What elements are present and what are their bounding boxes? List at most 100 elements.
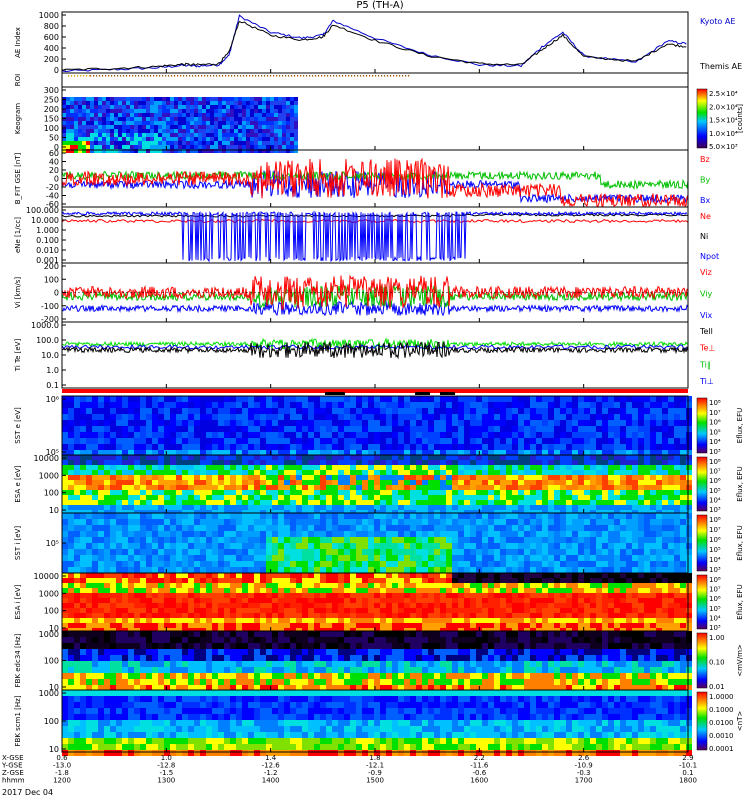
esa_e-cell <box>224 495 230 500</box>
esa_e-cell <box>92 505 98 510</box>
esa_e-cell <box>602 465 608 470</box>
esa_i-cell <box>92 583 98 588</box>
esa_e-cell <box>110 475 116 480</box>
esa_e-cell <box>548 500 554 505</box>
esa_e-cell <box>170 460 176 465</box>
sst_i-cell <box>212 519 218 525</box>
keogram-cell <box>270 97 274 101</box>
roi-mark <box>369 75 371 77</box>
esa_e-cell <box>86 455 92 460</box>
sst_e-cell <box>668 450 674 456</box>
sst_e-cell <box>518 408 524 414</box>
esa_e-cell <box>488 465 494 470</box>
esa_i-cell <box>236 618 242 623</box>
esa_e-cell <box>272 505 278 510</box>
sst_e-cell <box>464 444 470 450</box>
sst_i-cell <box>572 537 578 543</box>
sst_i-cell <box>290 531 296 537</box>
keogram-cell <box>198 113 202 117</box>
sst_i-cell <box>434 513 440 519</box>
keogram-cell <box>226 113 230 117</box>
esa_e-cell <box>368 465 374 470</box>
sst_e-cell <box>656 396 662 402</box>
keogram-cell <box>282 117 286 121</box>
sst_e-cell <box>650 408 656 414</box>
sst_e-cell <box>536 396 542 402</box>
keogram-cell <box>94 117 98 121</box>
sst_e-cell <box>242 396 248 402</box>
sst_e-cell <box>332 420 338 426</box>
sst_i-cell <box>470 555 476 561</box>
esa_e-cell <box>338 470 344 475</box>
keogram-cell <box>262 137 266 141</box>
esa_e-cell <box>218 475 224 480</box>
esa_e-cell <box>464 475 470 480</box>
sst_e-cell <box>536 426 542 432</box>
keogram-cell <box>190 117 194 121</box>
sst_e-cell <box>548 396 554 402</box>
sst_e-cell <box>188 414 194 420</box>
esa_e-cell <box>422 490 428 495</box>
esa_i-cell <box>284 613 290 618</box>
sst_i-cell <box>620 549 626 555</box>
esa_e-cell <box>146 500 152 505</box>
sst_e-cell <box>398 414 404 420</box>
esa_e-cell <box>98 490 104 495</box>
keogram-cell <box>190 129 194 133</box>
sst_e-cell <box>302 414 308 420</box>
esa_e-cell <box>350 460 356 465</box>
sst_e-cell <box>314 396 320 402</box>
sst_e-cell <box>638 438 644 444</box>
sst_e-cell <box>428 396 434 402</box>
sst_e-cell <box>356 396 362 402</box>
esa_e-cell <box>416 490 422 495</box>
keogram-cell <box>286 101 290 105</box>
esa_i-cell <box>98 608 104 613</box>
sst_e-cell <box>110 420 116 426</box>
esa_e-cell <box>170 465 176 470</box>
sst_i-cell <box>230 555 236 561</box>
keogram-cell <box>250 149 254 153</box>
sst_i-cell <box>668 549 674 555</box>
sst_i-cell <box>362 537 368 543</box>
esa_e-cell <box>368 485 374 490</box>
esa_e-cell <box>524 470 530 475</box>
sst_i-cell <box>254 543 260 549</box>
esa_i-cell <box>86 583 92 588</box>
sst_e-cell <box>248 420 254 426</box>
sst_e-cell <box>266 444 272 450</box>
sst_i-cell <box>68 537 74 543</box>
esa_i-cell <box>206 608 212 613</box>
sst_e-cell <box>494 450 500 456</box>
sst_i-cell <box>452 555 458 561</box>
keogram-cell <box>162 113 166 117</box>
keogram-cell <box>102 113 106 117</box>
esa_e-cell <box>674 490 680 495</box>
esa_i-cell <box>176 618 182 623</box>
keogram-cell <box>150 113 154 117</box>
esa_e-cell <box>308 485 314 490</box>
sst_e-cell <box>674 408 680 414</box>
esa_e-cell <box>362 485 368 490</box>
esa_e-cell <box>398 465 404 470</box>
esa_e-cell <box>674 480 680 485</box>
esa_e-cell <box>200 460 206 465</box>
esa_e-cell <box>584 470 590 475</box>
sst_i-cell <box>128 561 134 567</box>
sst_i-cell <box>260 561 266 567</box>
sst_e-cell <box>554 420 560 426</box>
sst_e-cell <box>110 414 116 420</box>
sst_i-cell <box>674 525 680 531</box>
keogram-cell <box>98 129 102 133</box>
esa_e-cell <box>644 490 650 495</box>
esa_i-cell <box>182 593 188 598</box>
esa_e-cell <box>248 460 254 465</box>
keogram-cell <box>118 133 122 137</box>
keogram-cell <box>242 133 246 137</box>
sst_i-cell <box>680 543 686 549</box>
sst_e-cell <box>164 420 170 426</box>
esa_e-cell <box>134 470 140 475</box>
sst_i-cell <box>224 543 230 549</box>
sst_e-cell <box>374 444 380 450</box>
sst_e-cell <box>578 432 584 438</box>
